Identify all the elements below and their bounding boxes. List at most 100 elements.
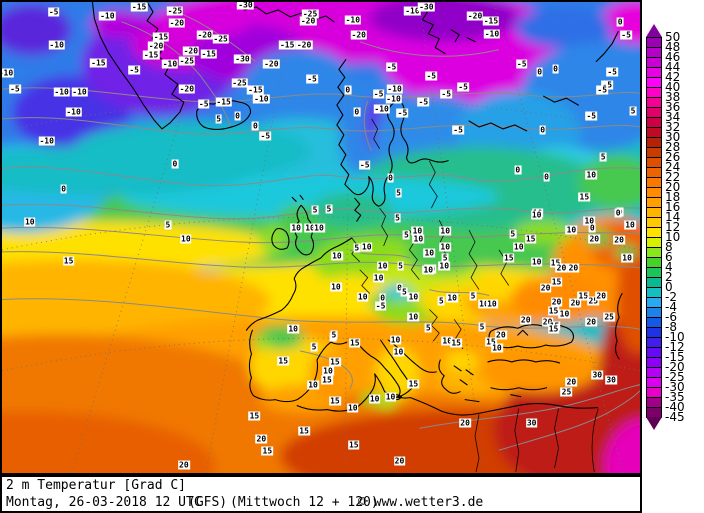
- temperature-label: 10: [478, 299, 490, 309]
- colorbar-label: 10: [665, 230, 681, 244]
- temperature-label: -10: [99, 11, 116, 21]
- temperature-label: 20: [550, 297, 563, 307]
- temperature-label: -15: [130, 2, 148, 12]
- temperature-label: -15: [90, 58, 107, 68]
- colorbar-label: -4: [665, 300, 677, 314]
- temperature-label: -10: [344, 15, 362, 25]
- colorbar-label: 0: [665, 280, 673, 294]
- temperature-label: 10: [411, 226, 424, 236]
- temperature-label: 25: [587, 296, 600, 306]
- temperature-label: 15: [298, 426, 310, 436]
- temperature-label: -5: [417, 97, 430, 107]
- temperature-label: -5: [452, 125, 464, 135]
- temperature-label: -10: [2, 68, 15, 78]
- temperature-label: -10: [71, 87, 88, 97]
- temperature-label: -20: [350, 30, 367, 40]
- temperature-label: 0: [614, 208, 622, 218]
- temperature-label: 10: [446, 293, 458, 303]
- temperature-label: -15: [152, 32, 170, 42]
- temperature-label: -25: [178, 56, 196, 65]
- caption-datetime: Montag, 26-03-2018 12 UTC: [6, 495, 202, 510]
- temperature-label: 5: [478, 322, 486, 332]
- colorbar-label: 40: [665, 80, 681, 94]
- temperature-label: 20: [595, 291, 608, 301]
- colorbar-label: -30: [665, 380, 685, 394]
- temperature-label: 15: [577, 291, 590, 301]
- temperature-label: 15: [277, 356, 290, 366]
- temperature-label: 10: [439, 226, 452, 236]
- temperature-label: 15: [524, 234, 537, 244]
- temperature-label: -15: [200, 49, 217, 59]
- graticule-lines: [2, 2, 640, 473]
- temperature-label: 10: [23, 217, 36, 227]
- colorbar-label: 20: [665, 180, 681, 194]
- temperature-label: 15: [485, 337, 497, 347]
- temperature-label: 0: [543, 172, 550, 182]
- temperature-label: 10: [486, 299, 498, 309]
- temperature-label: -20: [147, 41, 165, 51]
- temperature-label: -10: [373, 104, 390, 114]
- temperature-label: -20: [178, 84, 196, 94]
- colorbar-label: -2: [665, 290, 677, 304]
- temperature-label: -5: [259, 131, 272, 141]
- temperature-map-canvas: -5 -10 -15 -25 -20 -30 -20 -25 -15 -20 -15 -20 -15 -2…: [0, 0, 642, 475]
- temperature-label: -15: [142, 50, 160, 60]
- colorbar-label: -40: [665, 400, 685, 414]
- temperature-label: 20: [255, 434, 268, 444]
- temperature-label: 10: [322, 366, 334, 376]
- temperature-label: 5: [215, 114, 223, 124]
- temperature-label: 10: [621, 253, 633, 263]
- temperature-label: -20: [466, 11, 484, 21]
- temperature-label: 10: [389, 335, 402, 345]
- temperature-label: -25: [231, 78, 248, 88]
- caption-copyright: © www.wetter3.de: [358, 495, 484, 510]
- temperature-label: 10: [392, 347, 405, 357]
- temperature-label: -5: [358, 160, 371, 170]
- temperature-label: 5: [509, 229, 517, 239]
- temperature-label: 10: [441, 336, 454, 346]
- temperature-label: 10: [558, 309, 571, 319]
- colorbar-label: -12: [665, 340, 685, 354]
- temperature-label: 20: [613, 235, 625, 245]
- colorbar-label: 32: [665, 120, 681, 134]
- temperature-label: 15: [347, 440, 360, 450]
- temperature-label: -20: [196, 30, 213, 40]
- temperature-label: 15: [547, 306, 560, 316]
- temperature-label: 10: [491, 343, 503, 353]
- temperature-label: -30: [237, 0, 254, 10]
- colorbar-label: 26: [665, 150, 681, 164]
- temperature-label: 10: [412, 234, 425, 244]
- temperature-label: 10: [407, 292, 420, 302]
- temperature-label: 10: [180, 234, 192, 244]
- colorbar-label: 8: [665, 240, 673, 254]
- temperature-label: -25: [166, 6, 184, 16]
- caption-box: 2 m Temperatur [Grad C] Montag, 26-03-20…: [0, 475, 642, 513]
- temperature-label: 5: [397, 261, 404, 271]
- temperature-label: 5: [353, 243, 361, 253]
- temperature-label: 20: [569, 298, 582, 308]
- temperature-label: -5: [9, 84, 21, 94]
- temperature-label: 20: [459, 418, 471, 428]
- temperature-label: 20: [585, 317, 598, 327]
- colorbar-label: -8: [665, 320, 677, 334]
- temperature-label: -5: [585, 111, 598, 121]
- temperature-label: -5: [620, 30, 632, 40]
- colorbar-label: 50: [665, 30, 681, 44]
- temperature-label: 15: [550, 277, 563, 287]
- temperature-label: 10: [565, 225, 578, 235]
- temperature-label: 15: [502, 253, 515, 263]
- temperature-label: 20: [567, 263, 580, 273]
- temperature-label: 5: [325, 204, 333, 214]
- temperature-label: -10: [38, 136, 55, 146]
- colorbar-label: 44: [665, 60, 681, 74]
- temperature-label: 30: [591, 370, 604, 380]
- temperature-field-layer: [2, 2, 640, 473]
- temperature-label: -15: [247, 85, 264, 95]
- temperature-label: -10: [483, 29, 501, 39]
- caption-validity: (Mittwoch 12 + 120): [230, 495, 379, 510]
- temperature-label: 5: [330, 330, 338, 340]
- temperature-colorbar: 50 48 46 44 42 40 38 36 34 32 30 28 26 24 22 20 18 16 14 12…: [642, 0, 704, 513]
- temperature-label: 20: [519, 315, 532, 325]
- coastlines: [91, 2, 623, 416]
- temperature-label: 15: [549, 258, 562, 268]
